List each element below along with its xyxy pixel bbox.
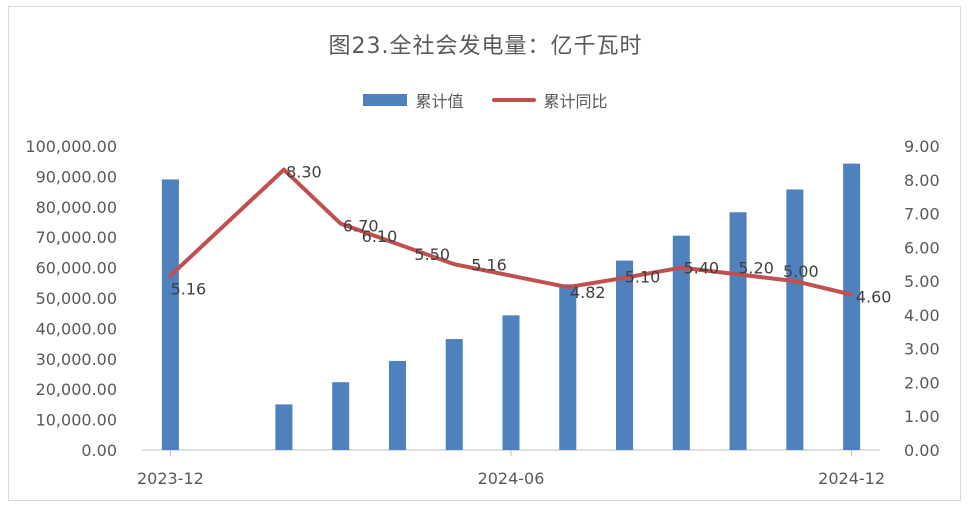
legend-item-line: 累计同比 [491, 88, 608, 112]
x-tick-label: 2023-12 [137, 469, 204, 488]
y-left-tick-label: 40,000.00 [36, 319, 117, 338]
line-data-label: 5.00 [783, 262, 819, 281]
line-data-label: 5.40 [683, 259, 719, 278]
legend-item-bar: 累计值 [363, 88, 464, 112]
bar [672, 235, 690, 450]
y-left-tick-label: 70,000.00 [36, 228, 117, 247]
line-data-label: 5.20 [738, 258, 774, 277]
y-right-tick-label: 2.00 [904, 373, 940, 392]
y-left-tick-label: 10,000.00 [36, 411, 117, 430]
y-left-tick-label: 30,000.00 [36, 350, 117, 369]
y-right-tick-label: 6.00 [904, 238, 940, 257]
line-data-label: 4.82 [570, 283, 606, 302]
line-data-label: 6.70 [343, 217, 379, 236]
y-right-tick-label: 9.00 [904, 137, 940, 156]
line-data-label: 5.16 [471, 256, 507, 275]
bar [616, 260, 634, 450]
x-tick-label: 2024-12 [818, 469, 885, 488]
legend-label-line: 累计同比 [543, 92, 608, 111]
bar [786, 189, 804, 451]
y-right-tick-label: 4.00 [904, 306, 940, 325]
line-data-label: 5.16 [171, 280, 207, 299]
bar [332, 382, 350, 450]
line-data-label: 5.10 [625, 268, 661, 287]
bar [445, 339, 463, 450]
y-left-tick-label: 80,000.00 [36, 198, 117, 217]
legend: 累计值 累计同比 [0, 88, 971, 112]
y-left-tick-label: 60,000.00 [36, 259, 117, 278]
bar [559, 284, 577, 450]
bar [502, 315, 520, 450]
y-left-tick-label: 20,000.00 [36, 380, 117, 399]
y-right-tick-label: 3.00 [904, 340, 940, 359]
line-series [168, 167, 854, 297]
y-right-tick-label: 1.00 [904, 407, 940, 426]
line-data-label: 8.30 [286, 163, 322, 182]
legend-label-bar: 累计值 [415, 92, 464, 111]
bar [843, 163, 861, 450]
chart-title: 图23.全社会发电量：亿千瓦时 [328, 34, 643, 59]
x-tick-label: 2024-06 [478, 469, 545, 488]
bar [388, 360, 406, 450]
y-right-tick-label: 5.00 [904, 272, 940, 291]
y-right-tick-label: 7.00 [904, 205, 940, 224]
y-left-tick-label: 100,000.00 [25, 137, 117, 156]
y-left-tick-label: 0.00 [81, 441, 117, 460]
y-right-tick-label: 8.00 [904, 171, 940, 190]
bar [729, 212, 747, 450]
line-data-label: 4.60 [856, 288, 892, 307]
bar [161, 179, 179, 450]
y-left-tick-label: 90,000.00 [36, 167, 117, 186]
y-right-tick-label: 0.00 [904, 441, 940, 460]
line-data-label: 6.10 [362, 227, 398, 246]
line-data-label: 5.50 [414, 245, 450, 264]
y-left-tick-label: 50,000.00 [36, 289, 117, 308]
bar [275, 404, 293, 450]
legend-swatch-bar [363, 94, 408, 106]
legend-swatch-line [491, 98, 536, 102]
